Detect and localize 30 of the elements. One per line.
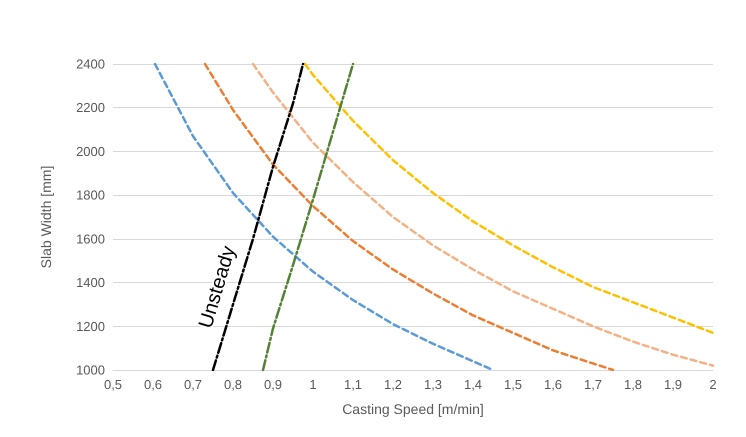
x-tick-label: 0,8 (224, 377, 242, 392)
y-tick-label: 1200 (76, 318, 105, 334)
y-tick-label: 2200 (76, 100, 105, 116)
x-tick-label: 1,8 (624, 377, 642, 392)
x-tick-label: 0,5 (104, 377, 122, 392)
x-axis-title: Casting Speed [m/min] (342, 401, 484, 417)
x-tick-label: 1,5 (504, 377, 522, 392)
x-tick-label: 1,1 (344, 377, 362, 392)
x-tick-label: 0,6 (144, 377, 162, 392)
x-tick-label: 1,7 (584, 377, 602, 392)
y-tick-label: 1600 (76, 231, 105, 246)
line-series (154, 62, 494, 372)
line-series (252, 62, 714, 367)
y-tick-label: 1400 (76, 275, 105, 290)
line-series (304, 62, 714, 334)
y-tick-label: 2400 (76, 56, 105, 72)
line-series (262, 62, 354, 372)
x-tick-label: 1 (309, 377, 317, 392)
x-tick-label: 1,2 (384, 377, 402, 392)
x-tick-label: 1,3 (424, 377, 442, 392)
y-tick-label: 1000 (76, 362, 105, 378)
y-axis-title: Slab Width [mm] (38, 166, 54, 268)
x-tick-label: 0,7 (184, 377, 202, 392)
y-tick-label: 2000 (76, 144, 105, 159)
x-tick-label: 1,6 (544, 377, 562, 392)
x-tick-label: 2 (709, 377, 717, 392)
y-tick-label: 1800 (76, 188, 105, 203)
x-tick-label: 1,4 (464, 377, 482, 392)
x-tick-label: 0,9 (264, 377, 282, 392)
x-tick-label: 1,9 (664, 377, 682, 392)
